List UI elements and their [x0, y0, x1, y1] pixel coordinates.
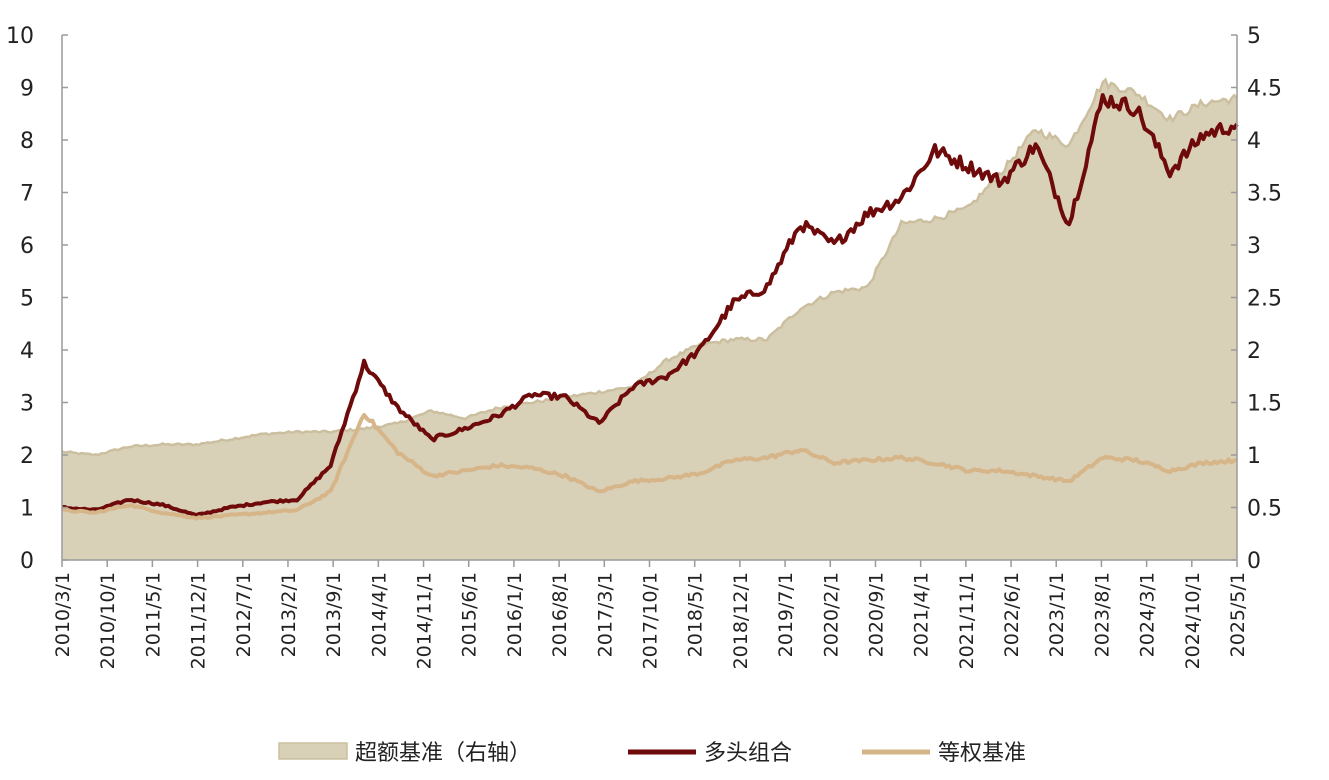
series-area-excess — [62, 79, 1237, 560]
legend-item-longonly: 多头组合 — [628, 741, 792, 766]
x-tick-label: 2023/8/1 — [1091, 572, 1113, 657]
x-tick-label: 2021/4/1 — [911, 572, 933, 657]
area-layer — [61, 77, 1238, 560]
left-tick-label: 0 — [20, 549, 34, 574]
legend-item-excess: 超额基准（右轴） — [278, 741, 531, 766]
right-tick-label: 3.5 — [1247, 182, 1282, 207]
legend-label: 多头组合 — [704, 741, 792, 766]
legend-swatch — [278, 742, 348, 760]
x-tick-label: 2020/2/1 — [820, 572, 842, 657]
left-tick-label: 4 — [20, 339, 34, 364]
x-tick-label: 2010/3/1 — [52, 572, 74, 657]
x-tick-label: 2014/11/1 — [414, 572, 436, 669]
right-tick-label: 2.5 — [1247, 287, 1282, 312]
x-tick-label: 2019/7/1 — [775, 572, 797, 657]
x-tick-label: 2024/10/1 — [1182, 572, 1204, 669]
left-tick-label: 7 — [20, 182, 34, 207]
x-tick-label: 2017/10/1 — [640, 572, 662, 669]
right-tick-label: 0.5 — [1247, 497, 1282, 522]
x-tick-label: 2018/12/1 — [730, 572, 752, 669]
x-tick-label: 2012/7/1 — [233, 572, 255, 657]
x-tick-label: 2025/5/1 — [1227, 572, 1249, 657]
left-tick-label: 5 — [20, 287, 34, 312]
right-tick-label: 2 — [1247, 339, 1261, 364]
x-tick-label: 2024/3/1 — [1137, 572, 1159, 657]
left-tick-label: 6 — [20, 234, 34, 259]
left-tick-label: 10 — [6, 24, 34, 49]
x-tick-label: 2013/9/1 — [323, 572, 345, 657]
left-tick-label: 2 — [20, 444, 34, 469]
right-tick-label: 4 — [1247, 129, 1261, 154]
x-tick-label: 2018/5/1 — [685, 572, 707, 657]
x-tick-label: 2021/11/1 — [956, 572, 978, 669]
line-layer — [61, 93, 1239, 521]
right-tick-label: 1 — [1247, 444, 1261, 469]
legend-label: 超额基准（右轴） — [355, 741, 531, 766]
right-tick-label: 3 — [1247, 234, 1261, 259]
x-tick-label: 2010/10/1 — [97, 572, 119, 669]
right-tick-label: 4.5 — [1247, 77, 1282, 102]
right-tick-label: 0 — [1247, 549, 1261, 574]
x-tick-label: 2011/5/1 — [142, 572, 164, 657]
x-tick-label: 2017/3/1 — [594, 572, 616, 657]
left-tick-label: 9 — [20, 77, 34, 102]
x-tick-label: 2013/2/1 — [278, 572, 300, 657]
x-tick-label: 2023/1/1 — [1046, 572, 1068, 657]
x-tick-label: 2015/6/1 — [459, 572, 481, 657]
left-tick-label: 8 — [20, 129, 34, 154]
x-tick-label: 2016/1/1 — [504, 572, 526, 657]
series-line-longonly — [62, 93, 1239, 518]
x-tick-label: 2011/12/1 — [188, 572, 210, 669]
legend-item-equal: 等权基准 — [862, 741, 1026, 766]
right-tick-label: 1.5 — [1247, 392, 1282, 417]
x-tick-label: 2014/4/1 — [368, 572, 390, 657]
legend-label: 等权基准 — [938, 741, 1026, 766]
axis-layer: 0 1 2 3 4 5 6 7 8 9 10 0 0.5 1 1.5 2 2.5 3 3.5 4 4.5 5 2010/3/… — [6, 24, 1282, 669]
x-tick-label: 2022/6/1 — [1001, 572, 1023, 657]
legend: 超额基准（右轴） 多头组合 等权基准 — [278, 741, 1026, 766]
left-tick-label: 3 — [20, 392, 34, 417]
x-tick-label: 2020/9/1 — [865, 572, 887, 657]
left-tick-label: 1 — [20, 497, 34, 522]
x-tick-label: 2016/8/1 — [549, 572, 571, 657]
series-line-excess — [61, 77, 1238, 457]
right-tick-label: 5 — [1247, 24, 1261, 49]
series-line-equal — [61, 413, 1238, 521]
